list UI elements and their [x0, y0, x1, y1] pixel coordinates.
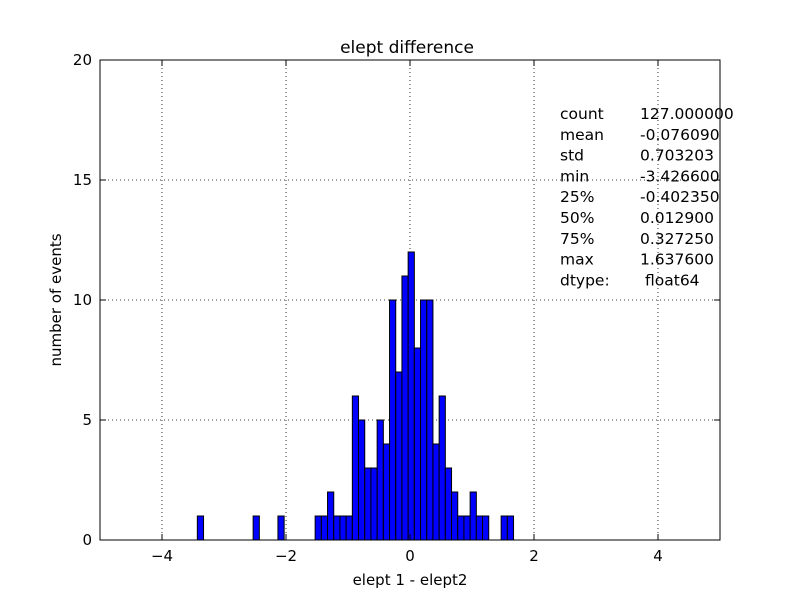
- histogram-bars: [196, 251, 515, 541]
- histogram-bar: [358, 419, 366, 541]
- axis-ticks: −4 −2 0 2 4 0 5 10 15 20: [73, 51, 720, 565]
- histogram-bar: [339, 515, 347, 541]
- stats-value: float64: [645, 271, 700, 289]
- histogram-bar: [482, 515, 490, 541]
- stats-label: min: [560, 167, 589, 185]
- stats-value: 0.327250: [640, 230, 714, 248]
- histogram-bar: [370, 467, 378, 541]
- stats-value: -3.426600: [640, 167, 720, 185]
- histogram-bar: [407, 251, 415, 541]
- chart-title: elept difference: [340, 38, 474, 58]
- histogram-bar: [475, 515, 484, 541]
- histogram-bar: [196, 515, 205, 541]
- histogram-bar: [469, 491, 477, 541]
- stats-value: 1.637600: [640, 251, 714, 269]
- summary-stats: count 127.000000 mean -0.076090 std 0.703203 m…: [560, 105, 734, 289]
- histogram-bar: [364, 467, 372, 541]
- x-tick-label: 4: [653, 547, 663, 565]
- histogram-bar: [420, 299, 428, 541]
- y-tick-label: 15: [73, 171, 92, 189]
- stats-label: 50%: [560, 209, 594, 227]
- histogram-bar: [376, 419, 384, 541]
- histogram-bar: [506, 515, 515, 541]
- stats-label: count: [560, 105, 604, 123]
- histogram-bar: [500, 515, 508, 541]
- histogram-bar: [457, 515, 465, 541]
- stats-label: std: [560, 147, 584, 165]
- stats-label: 75%: [560, 230, 594, 248]
- histogram-bar: [252, 515, 260, 541]
- y-axis-label: number of events: [47, 233, 65, 366]
- stats-value: -0.076090: [640, 126, 720, 144]
- histogram-bar: [401, 275, 409, 541]
- stats-label: max: [560, 251, 594, 269]
- stats-value: -0.402350: [640, 188, 720, 206]
- histogram-bar: [345, 515, 353, 541]
- x-tick-label: −4: [151, 547, 173, 565]
- histogram-bar: [444, 467, 453, 541]
- stats-value: 127.000000: [640, 105, 734, 123]
- histogram-bar: [333, 515, 341, 541]
- histogram-bar: [451, 491, 459, 541]
- y-tick-label: 0: [82, 531, 92, 549]
- x-axis-label: elept 1 - elept2: [353, 571, 468, 589]
- histogram-bar: [413, 347, 422, 541]
- histogram-bar: [327, 491, 335, 541]
- x-tick-label: 0: [405, 547, 415, 565]
- stats-label: 25%: [560, 188, 594, 206]
- histogram-bar: [426, 299, 434, 541]
- histogram-bar: [395, 371, 403, 541]
- y-tick-label: 10: [73, 291, 92, 309]
- histogram-bar: [432, 443, 440, 541]
- histogram-bar: [351, 395, 360, 541]
- histogram-bar: [314, 515, 322, 541]
- y-tick-label: 5: [82, 411, 92, 429]
- x-tick-label: −2: [275, 547, 297, 565]
- histogram-bar: [389, 299, 397, 541]
- histogram-bar: [277, 515, 285, 541]
- histogram-bar: [320, 515, 329, 541]
- histogram-bar: [382, 443, 391, 541]
- histogram-bar: [438, 395, 446, 541]
- histogram-bar: [463, 515, 471, 541]
- stats-label: dtype:: [560, 271, 610, 289]
- x-tick-label: 2: [529, 547, 539, 565]
- stats-label: mean: [560, 126, 604, 144]
- y-tick-label: 20: [73, 51, 92, 69]
- stats-value: 0.012900: [640, 209, 714, 227]
- stats-value: 0.703203: [640, 147, 714, 165]
